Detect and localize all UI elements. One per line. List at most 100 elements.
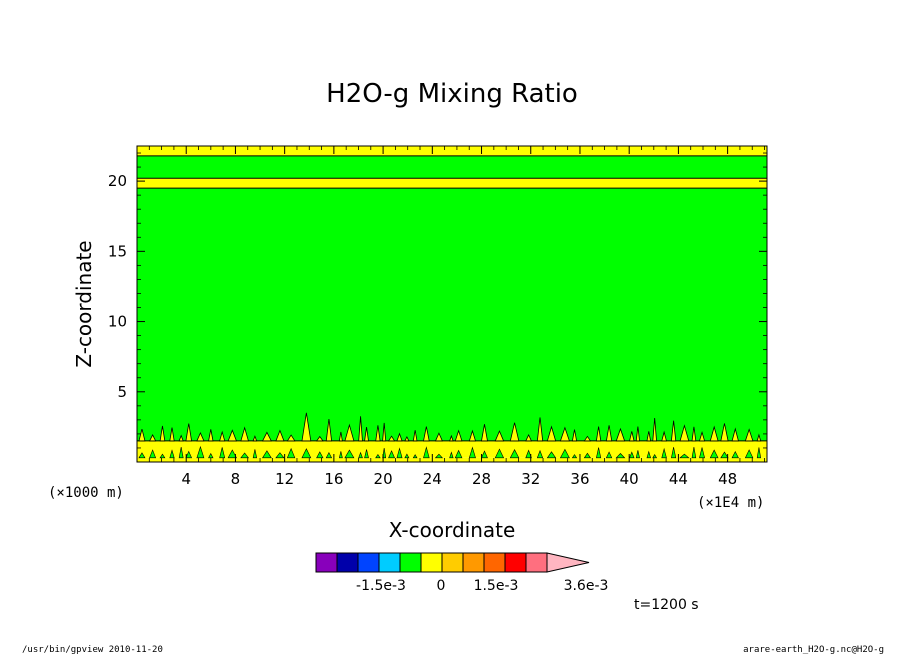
contour-bump-38 xyxy=(546,425,557,442)
layer-band-4 xyxy=(137,155,767,179)
contour-bump-7 xyxy=(208,429,214,442)
x-tick-label-11: 48 xyxy=(718,470,737,488)
contour-bump-15 xyxy=(301,412,312,442)
contour-patch-45 xyxy=(629,451,635,459)
contour-patch-57 xyxy=(744,449,754,459)
contour-patch-33 xyxy=(481,450,488,459)
x-tick-label-9: 40 xyxy=(620,470,639,488)
contour-patch-13 xyxy=(275,452,285,459)
contour-bump-5 xyxy=(185,423,193,442)
contour-bump-1 xyxy=(148,433,157,442)
y-ticks: 5 10 15 20 xyxy=(108,152,767,449)
contour-bump-47 xyxy=(646,431,652,442)
x-tick-label-2: 12 xyxy=(275,470,294,488)
colorbar-cell-1 xyxy=(336,552,359,573)
contour-bump-58 xyxy=(756,433,762,442)
contour-bump-54 xyxy=(709,425,719,442)
x-tick-label-6: 28 xyxy=(472,470,491,488)
contour-patch-30 xyxy=(449,451,454,459)
colorbar-label-0: -1.5e-3 xyxy=(356,578,406,594)
contour-patch-49 xyxy=(661,447,667,459)
contour-bump-46 xyxy=(635,426,641,442)
contour-patch-24 xyxy=(388,450,396,459)
contour-patch-40 xyxy=(571,454,578,459)
contour-bump-50 xyxy=(670,420,677,442)
contour-patch-29 xyxy=(434,453,444,459)
contour-patch-56 xyxy=(731,451,739,459)
contour-patch-32 xyxy=(468,446,476,459)
contour-bump-30 xyxy=(449,434,454,442)
contour-bump-25 xyxy=(396,432,403,442)
colorbar-cell-10 xyxy=(525,552,548,573)
contour-patch-5 xyxy=(185,450,193,459)
contour-bump-52 xyxy=(691,426,697,442)
layer-band-2 xyxy=(137,188,767,441)
contour-bump-10 xyxy=(240,426,249,442)
contour-bump-34 xyxy=(494,430,505,442)
x-tick-label-5: 24 xyxy=(423,470,442,488)
colorbar-cell-6 xyxy=(441,552,464,573)
contour-patch-42 xyxy=(596,447,602,459)
footer-right: arare-earth_H2O-g.nc@H2O-g xyxy=(743,645,884,654)
contour-patch-44 xyxy=(615,453,626,459)
contour-patch-20 xyxy=(358,451,363,459)
contour-bump-21 xyxy=(364,426,369,442)
contour-bump-36 xyxy=(525,434,533,442)
x-tick-label-8: 36 xyxy=(570,470,589,488)
colorbar-cell-8 xyxy=(483,552,506,573)
contour-bump-4 xyxy=(178,434,184,442)
contour-patch-36 xyxy=(525,449,532,459)
contour-bump-37 xyxy=(536,417,544,442)
contour-patch-37 xyxy=(536,449,544,459)
contour-bump-45 xyxy=(629,431,635,442)
contour-patch-2 xyxy=(159,453,166,459)
time-label: t=1200 s xyxy=(634,597,699,613)
colorbar-label-3: 3.6e-3 xyxy=(564,578,609,594)
contour-patch-55 xyxy=(720,451,729,459)
contour-bump-56 xyxy=(731,427,739,442)
contour-bump-23 xyxy=(382,422,387,442)
colorbar xyxy=(315,552,590,573)
contour-patch-14 xyxy=(286,447,296,459)
contour-patch-35 xyxy=(509,449,520,459)
colorbar-cell-5 xyxy=(420,552,443,573)
plot-frame xyxy=(136,145,768,463)
contour-bump-51 xyxy=(679,424,690,442)
contour-bump-8 xyxy=(219,430,226,442)
y-tick-label-3: 20 xyxy=(108,172,127,190)
contour-patch-12 xyxy=(262,450,272,459)
contour-patch-19 xyxy=(344,449,355,459)
contour-bump-44 xyxy=(615,427,626,442)
contour-bump-24 xyxy=(387,435,396,442)
contour-bump-33 xyxy=(481,424,488,442)
contour-patch-11 xyxy=(252,449,258,459)
contour-patch-47 xyxy=(646,450,652,459)
contour-patch-50 xyxy=(671,447,677,459)
chart-title: H2O-g Mixing Ratio xyxy=(326,79,578,109)
contour-patch-54 xyxy=(709,449,719,459)
contour-patch-39 xyxy=(559,448,570,459)
contour-bump-31 xyxy=(454,429,463,442)
contour-patch-46 xyxy=(635,450,640,459)
colorbar-labels: -1.5e-3 0 1.5e-3 3.6e-3 xyxy=(356,578,608,594)
contour-patch-10 xyxy=(240,452,250,459)
contour-bump-20 xyxy=(358,416,363,442)
contour-bump-19 xyxy=(344,423,355,442)
contour-patch-21 xyxy=(364,449,369,459)
contour-bump-9 xyxy=(227,429,238,442)
contour-bump-13 xyxy=(275,429,285,442)
contour-patch-38 xyxy=(546,451,557,459)
colorbar-cell-2 xyxy=(357,552,380,573)
contour-patch-31 xyxy=(454,449,463,459)
contour-patch-53 xyxy=(699,447,705,459)
contour-bump-39 xyxy=(559,426,570,442)
contour-bump-12 xyxy=(261,431,272,442)
layer-band-3 xyxy=(137,178,767,189)
contour-bump-29 xyxy=(434,432,443,442)
contour-patch-28 xyxy=(423,446,430,459)
colorbar-cell-9 xyxy=(504,552,527,573)
contour-bump-32 xyxy=(468,429,477,442)
contour-patch-27 xyxy=(412,454,418,459)
contour-bump-6 xyxy=(196,432,205,442)
contour-bump-53 xyxy=(698,431,706,442)
